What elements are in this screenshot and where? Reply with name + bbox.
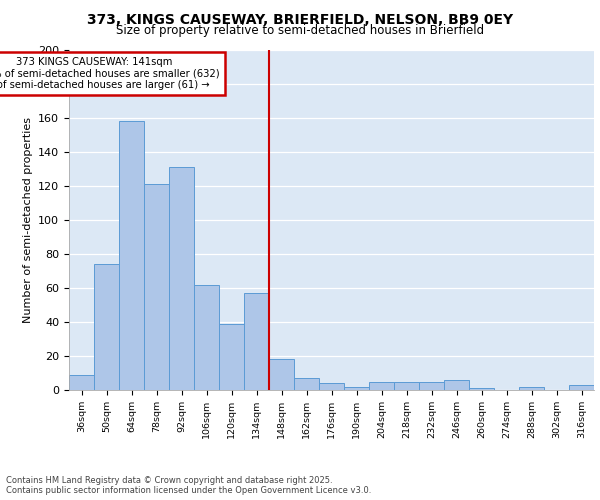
Bar [169, 168, 194, 390]
Bar [319, 383, 344, 390]
Text: 373 KINGS CAUSEWAY: 141sqm
← 91% of semi-detached houses are smaller (632)
9% of: 373 KINGS CAUSEWAY: 141sqm ← 91% of semi… [0, 57, 220, 90]
Bar [344, 386, 369, 390]
Text: Size of property relative to semi-detached houses in Brierfield: Size of property relative to semi-detach… [116, 24, 484, 37]
Bar [419, 382, 444, 390]
Bar [469, 388, 494, 390]
Bar [219, 324, 244, 390]
Bar [194, 284, 219, 390]
Bar [144, 184, 169, 390]
Bar [269, 360, 294, 390]
Bar [119, 122, 144, 390]
Bar [569, 385, 594, 390]
Bar [69, 374, 94, 390]
Bar [94, 264, 119, 390]
Bar [294, 378, 319, 390]
Bar [519, 386, 544, 390]
Bar [244, 293, 269, 390]
Text: 373, KINGS CAUSEWAY, BRIERFIELD, NELSON, BB9 0EY: 373, KINGS CAUSEWAY, BRIERFIELD, NELSON,… [87, 12, 513, 26]
Y-axis label: Number of semi-detached properties: Number of semi-detached properties [23, 117, 32, 323]
Bar [444, 380, 469, 390]
Text: Contains HM Land Registry data © Crown copyright and database right 2025.
Contai: Contains HM Land Registry data © Crown c… [6, 476, 371, 495]
Bar [369, 382, 394, 390]
Bar [394, 382, 419, 390]
